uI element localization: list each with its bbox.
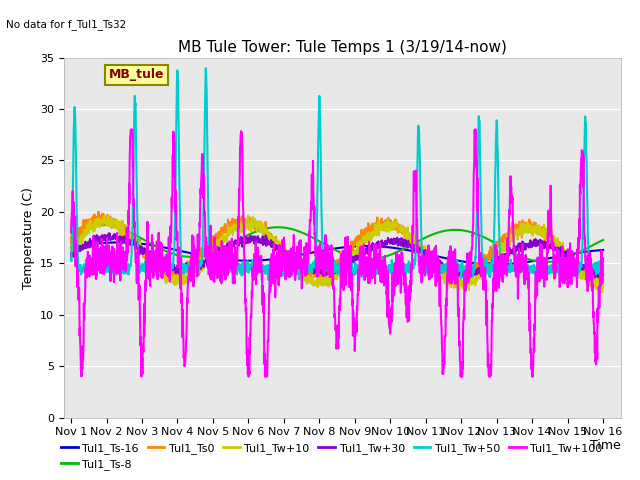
Tul1_Tw+100 bbox=[95, 259, 102, 264]
Tul1_Ts-8 bbox=[326, 244, 334, 250]
Line: Tul1_Ts-8: Tul1_Ts-8 bbox=[71, 225, 603, 262]
Line: Tul1_Ts-16: Tul1_Ts-16 bbox=[71, 242, 603, 264]
Tul1_Ts-8 bbox=[541, 259, 549, 265]
Tul1_Tw+30 bbox=[584, 265, 591, 271]
Tul1_Ts-8 bbox=[94, 222, 102, 228]
Tul1_Tw+10 bbox=[94, 222, 102, 228]
Tul1_Tw+50 bbox=[326, 265, 334, 271]
Tul1_Ts0 bbox=[326, 269, 334, 275]
Tul1_Ts0 bbox=[312, 270, 320, 276]
Tul1_Ts-16 bbox=[94, 240, 102, 246]
Tul1_Ts-8 bbox=[97, 222, 104, 228]
Tul1_Ts-16 bbox=[584, 249, 592, 254]
Tul1_Tw+50 bbox=[312, 245, 320, 251]
Tul1_Tw+10 bbox=[486, 264, 494, 270]
Line: Tul1_Tw+100: Tul1_Tw+100 bbox=[71, 130, 603, 376]
Tul1_Ts-8 bbox=[599, 237, 607, 243]
Tul1_Tw+30 bbox=[486, 264, 494, 270]
Tul1_Tw+10 bbox=[584, 280, 592, 286]
Tul1_Tw+100 bbox=[127, 127, 134, 132]
Tul1_Ts-8 bbox=[67, 229, 75, 235]
Tul1_Tw+50 bbox=[584, 241, 592, 247]
Tul1_Tw+30 bbox=[326, 270, 334, 276]
Tul1_Ts-8 bbox=[584, 245, 592, 251]
Tul1_Tw+100 bbox=[67, 230, 75, 236]
Tul1_Ts0 bbox=[584, 272, 592, 277]
Tul1_Tw+50 bbox=[67, 255, 75, 261]
Tul1_Tw+100 bbox=[486, 367, 494, 373]
Tul1_Tw+10 bbox=[312, 277, 320, 283]
Tul1_Ts0 bbox=[599, 275, 607, 280]
Tul1_Tw+50 bbox=[94, 262, 102, 268]
Text: MB_tule: MB_tule bbox=[109, 68, 164, 82]
Legend: Tul1_Ts-16, Tul1_Ts-8, Tul1_Ts0, Tul1_Tw+10, Tul1_Tw+30, Tul1_Tw+50, Tul1_Tw+100: Tul1_Ts-16, Tul1_Ts-8, Tul1_Ts0, Tul1_Tw… bbox=[57, 438, 607, 474]
Tul1_Tw+30 bbox=[94, 235, 102, 240]
Tul1_Tw+100 bbox=[584, 266, 592, 272]
Tul1_Tw+10 bbox=[584, 276, 591, 282]
Tul1_Tw+30 bbox=[67, 253, 75, 259]
Tul1_Tw+50 bbox=[264, 277, 272, 283]
Tul1_Ts0 bbox=[586, 282, 594, 288]
Tul1_Ts0 bbox=[94, 215, 102, 220]
Tul1_Tw+10 bbox=[599, 285, 607, 290]
Tul1_Ts-16 bbox=[486, 261, 494, 267]
Tul1_Ts-8 bbox=[312, 237, 320, 242]
Tul1_Tw+30 bbox=[599, 272, 607, 277]
Title: MB Tule Tower: Tule Temps 1 (3/19/14-now): MB Tule Tower: Tule Temps 1 (3/19/14-now… bbox=[178, 40, 507, 55]
Tul1_Tw+100 bbox=[312, 266, 320, 272]
Tul1_Ts-8 bbox=[584, 245, 592, 251]
Tul1_Ts-8 bbox=[486, 238, 494, 243]
Tul1_Tw+10 bbox=[326, 276, 334, 281]
Tul1_Ts-16 bbox=[584, 249, 592, 254]
Tul1_Tw+30 bbox=[106, 230, 113, 236]
Tul1_Tw+100 bbox=[77, 373, 85, 379]
Tul1_Tw+100 bbox=[326, 260, 334, 266]
Line: Tul1_Tw+50: Tul1_Tw+50 bbox=[71, 68, 603, 280]
Tul1_Tw+50 bbox=[202, 65, 209, 71]
Tul1_Ts0 bbox=[95, 209, 102, 215]
Tul1_Tw+50 bbox=[486, 262, 494, 267]
Tul1_Tw+50 bbox=[584, 237, 592, 243]
Text: No data for f_Tul1_Ts32: No data for f_Tul1_Ts32 bbox=[6, 19, 127, 30]
Text: Time: Time bbox=[590, 439, 621, 452]
Tul1_Tw+10 bbox=[596, 289, 604, 295]
Tul1_Tw+10 bbox=[67, 252, 75, 258]
Tul1_Tw+100 bbox=[584, 269, 592, 275]
Line: Tul1_Ts0: Tul1_Ts0 bbox=[71, 212, 603, 285]
Tul1_Tw+50 bbox=[599, 262, 607, 268]
Tul1_Ts0 bbox=[486, 255, 494, 261]
Line: Tul1_Tw+10: Tul1_Tw+10 bbox=[71, 216, 603, 292]
Y-axis label: Temperature (C): Temperature (C) bbox=[22, 187, 35, 288]
Line: Tul1_Tw+30: Tul1_Tw+30 bbox=[71, 233, 603, 277]
Tul1_Ts-16 bbox=[493, 262, 500, 267]
Tul1_Tw+30 bbox=[584, 263, 592, 269]
Tul1_Ts-16 bbox=[67, 245, 75, 251]
Tul1_Tw+10 bbox=[104, 213, 112, 218]
Tul1_Ts-16 bbox=[115, 240, 122, 245]
Tul1_Ts-16 bbox=[312, 249, 320, 254]
Tul1_Tw+100 bbox=[599, 255, 607, 261]
Tul1_Ts0 bbox=[67, 240, 75, 246]
Tul1_Tw+30 bbox=[312, 267, 320, 273]
Tul1_Ts-16 bbox=[326, 246, 334, 252]
Tul1_Ts0 bbox=[584, 272, 591, 278]
Tul1_Tw+30 bbox=[591, 275, 598, 280]
Tul1_Ts-16 bbox=[599, 247, 607, 253]
